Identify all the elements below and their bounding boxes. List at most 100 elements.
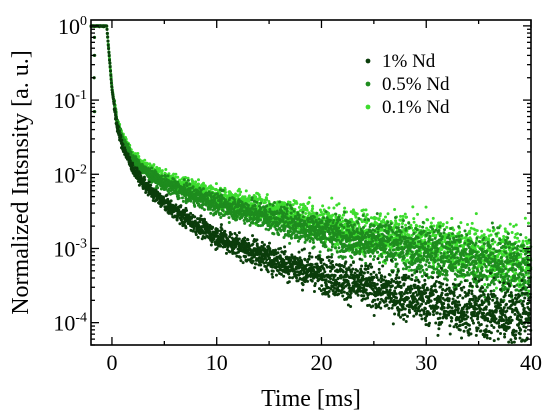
data-point	[312, 245, 316, 249]
data-point	[189, 199, 193, 203]
data-point	[436, 247, 440, 251]
data-point	[440, 235, 444, 239]
data-point	[404, 262, 408, 266]
data-point	[445, 269, 449, 273]
data-point	[350, 256, 354, 260]
data-point	[244, 189, 248, 193]
data-point	[297, 205, 301, 209]
data-point	[480, 229, 484, 233]
data-point	[411, 229, 415, 232]
data-point	[364, 208, 368, 212]
data-point	[440, 240, 444, 244]
data-point	[519, 252, 523, 256]
data-point	[136, 151, 140, 155]
data-point	[389, 225, 393, 229]
data-point	[265, 204, 269, 208]
data-point	[126, 142, 130, 146]
data-point	[526, 221, 530, 225]
data-point	[350, 217, 354, 221]
data-point	[431, 216, 435, 220]
data-point	[443, 228, 447, 232]
data-point	[307, 200, 311, 204]
data-point	[503, 227, 507, 231]
data-point	[160, 171, 164, 175]
data-point	[430, 251, 434, 255]
data-point	[191, 179, 195, 183]
data-point	[319, 210, 323, 214]
data-point	[227, 216, 231, 220]
data-point	[412, 231, 416, 235]
data-point	[514, 223, 518, 227]
data-point	[372, 257, 376, 261]
data-point	[449, 226, 453, 230]
data-point	[470, 221, 474, 225]
data-point	[418, 239, 422, 243]
data-point	[435, 226, 439, 230]
data-point	[312, 211, 316, 215]
data-point	[383, 244, 387, 248]
data-point	[515, 232, 519, 236]
data-point	[238, 193, 242, 197]
data-point	[194, 180, 198, 184]
data-point	[324, 245, 328, 249]
data-point	[410, 250, 414, 254]
data-point	[453, 278, 457, 282]
data-point	[482, 244, 486, 248]
data-point	[279, 205, 283, 209]
data-point	[150, 166, 154, 170]
data-point	[321, 204, 325, 208]
data-point	[311, 204, 315, 208]
data-point	[197, 202, 201, 206]
data-point	[312, 215, 316, 219]
data-point	[334, 212, 338, 216]
data-point	[491, 242, 495, 246]
data-point	[335, 250, 339, 254]
data-point	[420, 274, 424, 278]
data-point	[368, 254, 372, 258]
data-point	[183, 186, 187, 190]
data-point	[237, 187, 241, 191]
data-point	[343, 255, 347, 259]
data-point	[372, 224, 376, 228]
data-point	[424, 205, 428, 209]
data-point	[404, 223, 408, 227]
data-point	[134, 152, 138, 156]
data-point	[177, 196, 181, 200]
data-point	[428, 234, 432, 238]
data-point	[349, 210, 353, 214]
data-point	[431, 227, 435, 231]
data-point	[407, 233, 411, 237]
data-point	[263, 200, 267, 204]
data-point	[331, 242, 335, 246]
data-point	[487, 274, 491, 278]
data-point	[224, 190, 228, 194]
data-point	[475, 229, 479, 233]
data-point	[264, 227, 268, 231]
data-point	[383, 215, 387, 219]
data-point	[420, 265, 424, 269]
data-point	[488, 229, 492, 233]
data-point	[250, 196, 254, 200]
data-point	[323, 230, 327, 234]
data-point	[400, 222, 404, 226]
data-point	[451, 269, 455, 273]
data-point	[421, 220, 425, 224]
data-point	[251, 221, 255, 225]
data-point	[383, 250, 387, 254]
data-point	[447, 233, 451, 237]
data-point	[363, 251, 367, 255]
data-point	[308, 196, 312, 200]
data-point	[383, 261, 387, 265]
data-point	[311, 238, 315, 242]
data-point	[259, 201, 263, 205]
data-point	[524, 236, 528, 240]
data-point	[355, 250, 359, 254]
data-point	[318, 250, 322, 254]
data-point	[181, 199, 185, 203]
data-point	[221, 209, 225, 213]
data-point	[301, 202, 305, 206]
data-point	[374, 216, 378, 220]
data-point	[427, 228, 431, 232]
data-point	[202, 208, 206, 212]
